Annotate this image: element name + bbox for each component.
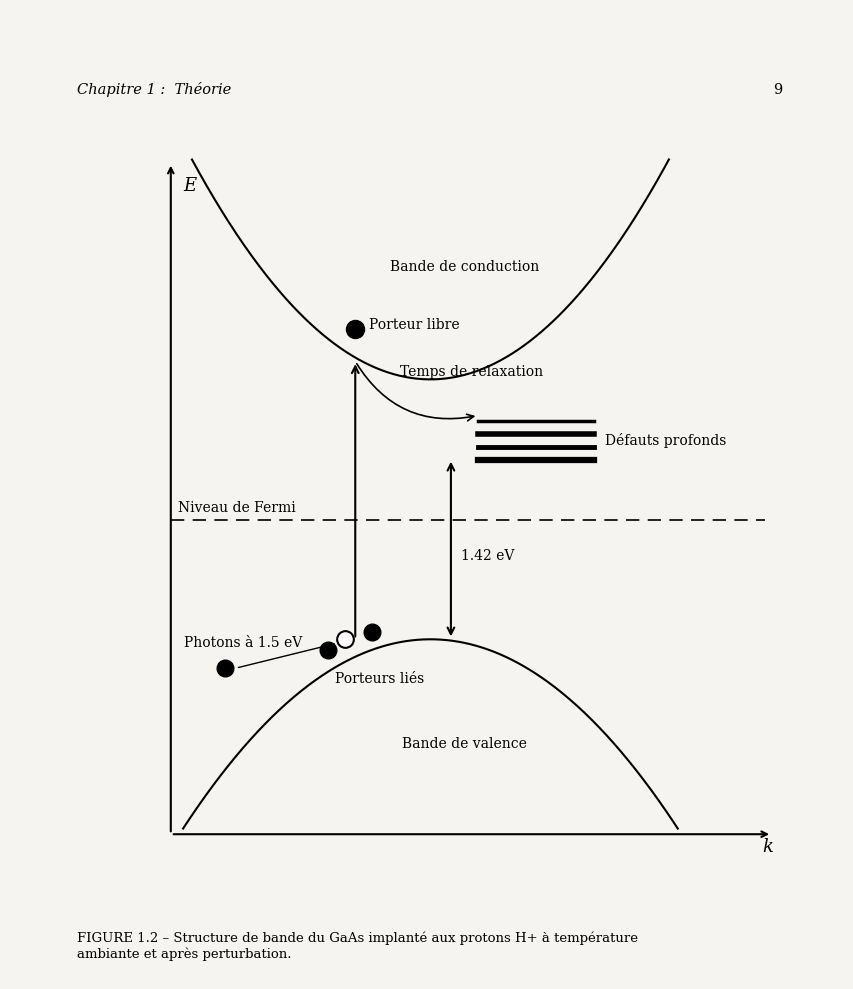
Text: Temps de relaxation: Temps de relaxation — [399, 365, 543, 379]
Text: Bande de valence: Bande de valence — [402, 737, 526, 751]
Text: k: k — [761, 839, 772, 856]
Text: Porteur libre: Porteur libre — [368, 318, 459, 332]
Text: Porteurs liés: Porteurs liés — [334, 672, 424, 685]
Text: Défauts profonds: Défauts profonds — [604, 433, 725, 448]
Text: 9: 9 — [772, 83, 781, 97]
Text: E: E — [183, 177, 196, 195]
FancyArrowPatch shape — [357, 364, 473, 420]
Text: Photons à 1.5 eV: Photons à 1.5 eV — [184, 636, 302, 650]
Text: Bande de conduction: Bande de conduction — [390, 260, 538, 274]
Text: FIGURE 1.2 – Structure de bande du GaAs implanté aux protons H+ à température
am: FIGURE 1.2 – Structure de bande du GaAs … — [77, 932, 637, 960]
Text: 1.42 eV: 1.42 eV — [461, 549, 514, 564]
Text: Chapitre 1 :  Théorie: Chapitre 1 : Théorie — [77, 82, 231, 97]
Text: Niveau de Fermi: Niveau de Fermi — [177, 500, 295, 514]
